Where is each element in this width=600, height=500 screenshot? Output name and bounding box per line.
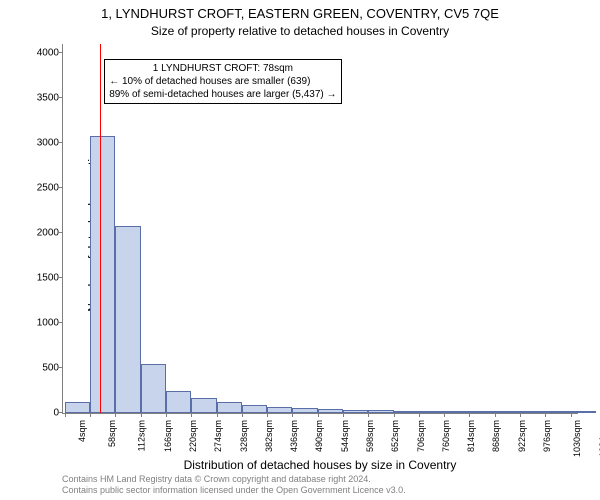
x-tick-label: 706sqm bbox=[416, 420, 426, 452]
x-tick-mark bbox=[267, 413, 268, 417]
x-axis-label: Distribution of detached houses by size … bbox=[62, 458, 578, 472]
x-tick-label: 652sqm bbox=[390, 420, 400, 452]
histogram-bar bbox=[242, 405, 267, 413]
y-tick-label: 2000 bbox=[37, 228, 59, 239]
x-tick-mark bbox=[166, 413, 167, 417]
x-tick-label: 220sqm bbox=[188, 420, 198, 452]
x-tick-label: 490sqm bbox=[314, 420, 324, 452]
info-box-line: 89% of semi-detached houses are larger (… bbox=[109, 88, 336, 101]
y-tick-mark bbox=[59, 187, 63, 188]
x-tick-mark bbox=[343, 413, 344, 417]
chart-title-line1: 1, LYNDHURST CROFT, EASTERN GREEN, COVEN… bbox=[0, 6, 600, 21]
histogram-bar bbox=[469, 411, 494, 413]
chart-title-line2: Size of property relative to detached ho… bbox=[0, 24, 600, 38]
chart-footer: Contains HM Land Registry data © Crown c… bbox=[62, 474, 406, 496]
histogram-bar bbox=[520, 411, 545, 413]
y-tick-mark bbox=[59, 142, 63, 143]
x-tick-label: 4sqm bbox=[77, 420, 87, 442]
x-tick-label: 112sqm bbox=[137, 420, 147, 451]
x-tick-label: 922sqm bbox=[517, 420, 527, 452]
histogram-bar bbox=[166, 391, 191, 414]
x-tick-label: 814sqm bbox=[466, 420, 476, 452]
histogram-bar bbox=[65, 402, 90, 413]
x-tick-mark bbox=[242, 413, 243, 417]
y-tick-mark bbox=[59, 277, 63, 278]
histogram-bar bbox=[571, 411, 596, 413]
x-tick-mark bbox=[115, 413, 116, 417]
x-tick-mark bbox=[90, 413, 91, 417]
y-axis-label-wrap: Number of detached properties bbox=[10, 44, 22, 414]
y-tick-mark bbox=[59, 52, 63, 53]
y-tick-label: 500 bbox=[42, 363, 59, 374]
histogram-bar bbox=[191, 398, 216, 413]
histogram-bar bbox=[141, 364, 166, 414]
x-tick-mark bbox=[520, 413, 521, 417]
y-tick-label: 3000 bbox=[37, 138, 59, 149]
x-tick-label: 868sqm bbox=[491, 420, 501, 452]
x-tick-mark bbox=[318, 413, 319, 417]
x-tick-label: 1030sqm bbox=[572, 420, 582, 457]
histogram-bar bbox=[394, 411, 419, 413]
x-tick-mark bbox=[545, 413, 546, 417]
x-tick-mark bbox=[444, 413, 445, 417]
x-tick-label: 58sqm bbox=[107, 420, 117, 447]
x-tick-label: 436sqm bbox=[289, 420, 299, 452]
x-tick-label: 166sqm bbox=[163, 420, 173, 452]
x-tick-mark bbox=[292, 413, 293, 417]
x-tick-mark bbox=[191, 413, 192, 417]
histogram-bar bbox=[343, 410, 368, 413]
y-tick-mark bbox=[59, 232, 63, 233]
y-tick-mark bbox=[59, 97, 63, 98]
x-tick-label: 274sqm bbox=[213, 420, 223, 452]
y-tick-label: 1000 bbox=[37, 318, 59, 329]
histogram-bar bbox=[419, 411, 444, 413]
x-tick-mark bbox=[65, 413, 66, 417]
histogram-bar bbox=[292, 408, 317, 413]
chart-plot-area: 050010001500200025003000350040004sqm58sq… bbox=[62, 44, 578, 414]
x-tick-label: 760sqm bbox=[441, 420, 451, 452]
x-tick-mark bbox=[419, 413, 420, 417]
y-tick-mark bbox=[59, 367, 63, 368]
y-tick-mark bbox=[59, 322, 63, 323]
x-tick-mark bbox=[469, 413, 470, 417]
y-tick-mark bbox=[59, 412, 63, 413]
x-tick-mark bbox=[394, 413, 395, 417]
info-box-line: ← 10% of detached houses are smaller (63… bbox=[109, 75, 336, 88]
histogram-bar bbox=[267, 407, 292, 413]
x-tick-mark bbox=[571, 413, 572, 417]
footer-line1: Contains HM Land Registry data © Crown c… bbox=[62, 474, 406, 485]
x-tick-mark bbox=[217, 413, 218, 417]
x-tick-label: 382sqm bbox=[264, 420, 274, 452]
x-tick-label: 328sqm bbox=[239, 420, 249, 452]
x-tick-mark bbox=[495, 413, 496, 417]
y-tick-label: 4000 bbox=[37, 48, 59, 59]
histogram-bar bbox=[115, 226, 140, 413]
y-tick-label: 2500 bbox=[37, 183, 59, 194]
histogram-bar bbox=[444, 411, 469, 413]
y-tick-label: 1500 bbox=[37, 273, 59, 284]
property-marker-line bbox=[100, 44, 101, 413]
info-box: 1 LYNDHURST CROFT: 78sqm← 10% of detache… bbox=[104, 59, 341, 104]
histogram-bar bbox=[90, 136, 115, 413]
info-box-line: 1 LYNDHURST CROFT: 78sqm bbox=[109, 62, 336, 75]
histogram-bar bbox=[495, 411, 520, 413]
x-tick-label: 544sqm bbox=[340, 420, 350, 452]
footer-line2: Contains public sector information licen… bbox=[62, 485, 406, 496]
x-tick-mark bbox=[141, 413, 142, 417]
histogram-bar bbox=[545, 411, 570, 413]
x-tick-label: 976sqm bbox=[542, 420, 552, 452]
y-tick-label: 0 bbox=[53, 408, 59, 419]
y-tick-label: 3500 bbox=[37, 93, 59, 104]
histogram-bar bbox=[217, 402, 242, 413]
histogram-bar bbox=[368, 410, 393, 413]
x-tick-label: 598sqm bbox=[365, 420, 375, 452]
histogram-bar bbox=[318, 409, 343, 413]
x-tick-mark bbox=[368, 413, 369, 417]
